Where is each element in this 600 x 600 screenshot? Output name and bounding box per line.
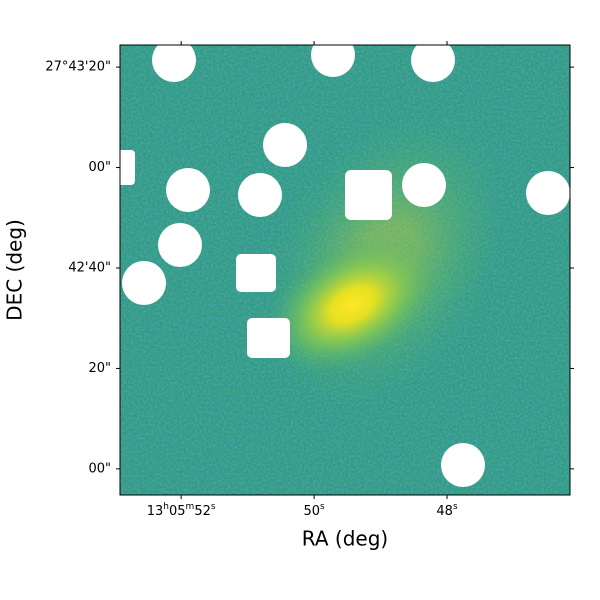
y-tick-label: 00" [88, 461, 111, 476]
y-tick-label: 00" [88, 160, 111, 175]
frame [119, 44, 571, 496]
y-tick-label: 27°43'20" [45, 60, 111, 75]
x-tick-label: 13h05m52s [147, 502, 216, 519]
y-tick-label: 42'40" [68, 260, 111, 275]
x-tick-label: 48s [436, 502, 458, 519]
y-tick-label: 20" [88, 361, 111, 376]
masks [120, 45, 570, 487]
image [120, 45, 570, 495]
x-tick-label: 50s [303, 502, 325, 519]
x-axis-label: RA (deg) [302, 527, 388, 551]
y-axis-label: DEC (deg) [3, 219, 27, 321]
